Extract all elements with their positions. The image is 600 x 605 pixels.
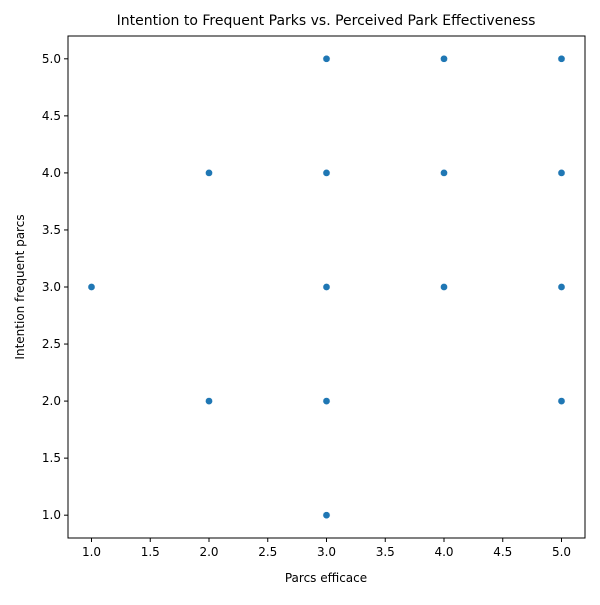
x-tick-label-6: 4.0 [434, 545, 453, 559]
data-point-5 [322, 283, 331, 291]
y-tick-label-8: 5.0 [42, 52, 61, 66]
x-tick-label-2: 2.0 [199, 545, 218, 559]
y-tick-label-1: 1.5 [42, 451, 61, 465]
y-tick-label-3: 2.5 [42, 337, 61, 351]
y-tick-label-2: 2.0 [42, 394, 61, 408]
x-tick-label-1: 1.5 [141, 545, 160, 559]
y-axis: 1.0 1.5 2.0 2.5 3.0 3.5 4.0 4.5 5.0 [42, 52, 68, 522]
y-tick-label-7: 4.5 [42, 109, 61, 123]
y-tick-label-5: 3.5 [42, 223, 61, 237]
y-tick-label-0: 1.0 [42, 508, 61, 522]
data-point-10 [440, 54, 448, 63]
data-point-2 [205, 169, 213, 177]
data-point-12 [557, 283, 566, 291]
data-point-9 [440, 169, 448, 177]
plot-area [87, 54, 566, 520]
data-point-1 [205, 397, 213, 405]
x-axis: 1.0 1.5 2.0 2.5 3.0 3.5 4.0 4.5 5.0 [82, 538, 571, 559]
x-axis-title: Parcs efficace [285, 571, 367, 585]
data-point-4 [322, 397, 331, 405]
data-point-11 [557, 397, 566, 405]
data-point-14 [557, 54, 566, 63]
x-tick-label-7: 4.5 [493, 545, 512, 559]
data-point-8 [440, 283, 448, 291]
data-point-7 [322, 54, 331, 63]
x-tick-label-4: 3.0 [317, 545, 336, 559]
y-axis-title: Intention frequent parcs [13, 214, 27, 359]
x-tick-label-0: 1.0 [82, 545, 101, 559]
y-tick-label-6: 4.0 [42, 166, 61, 180]
x-tick-label-5: 3.5 [376, 545, 395, 559]
chart-title: Intention to Frequent Parks vs. Perceive… [117, 13, 536, 29]
x-tick-label-8: 5.0 [552, 545, 571, 559]
x-tick-label-3: 2.5 [258, 545, 277, 559]
data-point-13 [557, 169, 566, 177]
data-point-0 [87, 283, 96, 291]
y-tick-label-4: 3.0 [42, 280, 61, 294]
data-point-6 [322, 169, 331, 177]
data-point-3 [322, 511, 331, 520]
